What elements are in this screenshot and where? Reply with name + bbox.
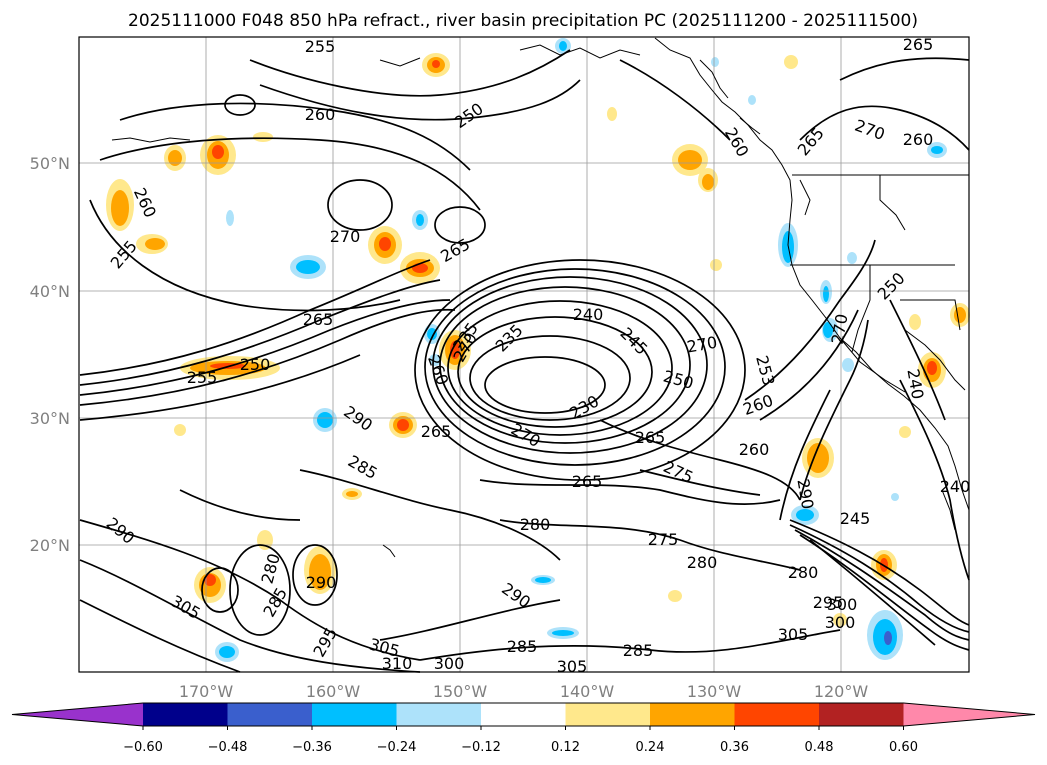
colorbar	[11, 702, 1036, 727]
map-panel: 255 250 260 265 270 265 260 260 265 270 …	[78, 35, 971, 676]
colorbar-segment	[650, 703, 735, 726]
colorbar-tick-label: 0.24	[636, 740, 665, 755]
contour-label: 305	[778, 625, 809, 644]
colorbar-segment	[565, 703, 651, 726]
contour-label: 255	[305, 37, 336, 56]
colorbar-segment	[481, 703, 566, 726]
figure-title: 2025111000 F048 850 hPa refract., river …	[128, 11, 918, 31]
contour-label: 265	[635, 428, 666, 447]
contour-label: 270	[330, 227, 361, 246]
contour-label: 280	[687, 553, 718, 572]
lat-label: 50°N	[30, 154, 70, 173]
contour-label: 295	[813, 593, 844, 612]
lon-label: 130°W	[687, 682, 742, 701]
contour-label: 310	[382, 654, 413, 673]
colorbar-tick-label: −0.24	[377, 740, 417, 755]
contour-label: 255	[187, 368, 218, 387]
contour-label: 265	[572, 472, 603, 491]
colorbar-tick-label: −0.12	[461, 740, 501, 755]
lon-label: 120°W	[814, 682, 869, 701]
colorbar-extend-high	[903, 703, 1035, 726]
refractivity-contours	[79, 49, 970, 673]
colorbar-segment	[227, 703, 313, 726]
contour-label: 280	[520, 515, 551, 534]
contour-label: 285	[623, 641, 654, 660]
contour-label: 260	[739, 440, 770, 459]
contour-label: 245	[840, 509, 871, 528]
colorbar-segment	[819, 703, 904, 726]
contour-label: 260	[903, 130, 934, 149]
colorbar-extend-low	[12, 703, 143, 726]
lon-label: 170°W	[179, 682, 234, 701]
contour-label: 275	[648, 530, 679, 549]
lon-label: 160°W	[306, 682, 361, 701]
map-frame	[78, 36, 970, 673]
colorbar-segment	[396, 703, 482, 726]
contour-label: 290	[306, 573, 337, 592]
colorbar-segment	[734, 703, 820, 726]
colorbar-segment	[143, 703, 228, 726]
lon-label: 140°W	[560, 682, 615, 701]
colorbar-tick-label: 0.48	[805, 740, 834, 755]
contour-label: 240	[573, 305, 604, 324]
colorbar-tick-label: 0.36	[720, 740, 749, 755]
contour-label: 305	[557, 657, 588, 676]
contour-label: 280	[788, 563, 819, 582]
contour-label: 285	[507, 637, 538, 656]
colorbar-segment	[312, 703, 397, 726]
contour-label: 265	[303, 310, 334, 329]
colorbar-labels: −0.60 −0.48 −0.36 −0.24 −0.12 0.12 0.24 0.36 0.4…	[123, 726, 918, 755]
coastlines	[111, 37, 970, 558]
colorbar-tick-label: −0.36	[292, 740, 332, 755]
lon-label: 150°W	[433, 682, 488, 701]
colorbar-tick-label: −0.60	[123, 740, 163, 755]
contour-label: 240	[940, 477, 971, 496]
lat-label: 40°N	[30, 282, 70, 301]
contour-label: 300	[825, 613, 856, 632]
longitude-labels: 170°W 160°W 150°W 140°W 130°W 120°W	[179, 682, 869, 701]
colorbar-tick-label: −0.48	[208, 740, 248, 755]
contour-label: 265	[421, 422, 452, 441]
colorbar-tick-label: 0.12	[551, 740, 580, 755]
contour-label: 300	[434, 654, 465, 673]
contour-label: 265	[903, 35, 934, 54]
latitude-labels: 50°N 40°N 30°N 20°N	[30, 154, 70, 555]
contour-label: 300	[827, 595, 858, 614]
lat-label: 30°N	[30, 409, 70, 428]
contour-label: 260	[305, 105, 336, 124]
lat-label: 20°N	[30, 536, 70, 555]
colorbar-tick-label: 0.60	[889, 740, 918, 755]
contour-label: 250	[240, 355, 271, 374]
